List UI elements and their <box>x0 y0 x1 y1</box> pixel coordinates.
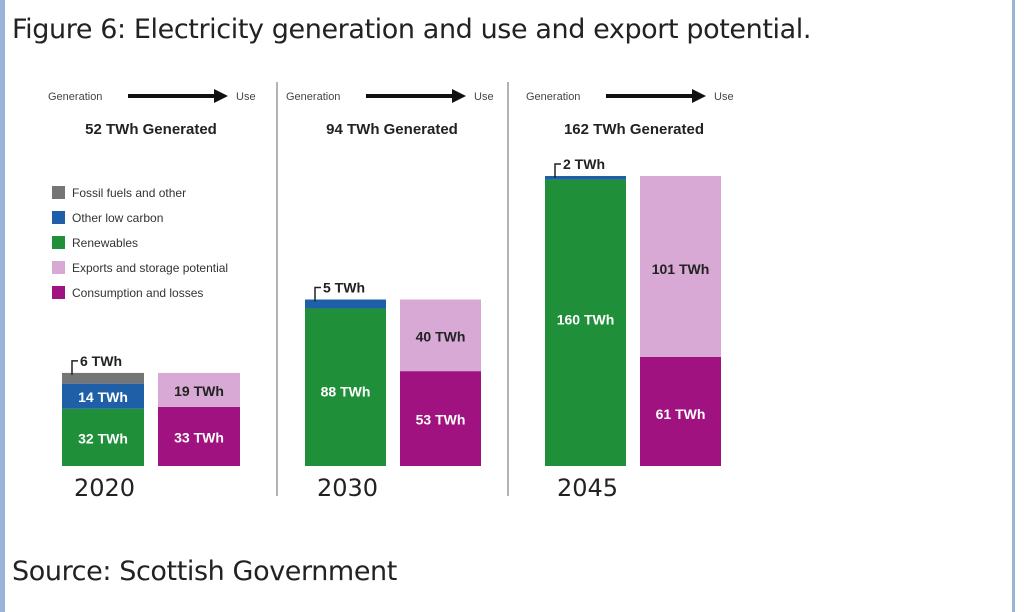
panel-headline: 52 TWh Generated <box>85 121 217 138</box>
data-label: 14 TWh <box>78 389 128 405</box>
legend-label: Other low carbon <box>72 211 163 225</box>
data-label: 88 TWh <box>321 383 371 399</box>
year-label: 2020 <box>74 474 135 502</box>
data-label: 53 TWh <box>416 412 466 428</box>
legend-label: Exports and storage potential <box>72 261 228 275</box>
data-label: 160 TWh <box>557 312 615 328</box>
flow-generation-label: Generation <box>48 91 102 103</box>
data-label: 32 TWh <box>78 430 128 446</box>
flow-use-label: Use <box>714 91 734 103</box>
figure-source: Source: Scottish Government <box>12 556 397 587</box>
panel-headline: 94 TWh Generated <box>326 121 458 138</box>
legend-swatch <box>52 211 65 224</box>
energy-chart: Generation Use Generation Use Generation Use 5… <box>0 0 1024 612</box>
panel-headline: 162 TWh Generated <box>564 121 704 138</box>
data-label: 2 TWh <box>563 156 605 172</box>
year-label: 2045 <box>557 474 618 502</box>
legend-label: Renewables <box>72 236 138 250</box>
flow-generation-label: Generation <box>526 91 580 103</box>
flow-use-label: Use <box>236 91 256 103</box>
legend-label: Fossil fuels and other <box>72 186 186 200</box>
data-label: 40 TWh <box>416 328 466 344</box>
legend-swatch <box>52 186 65 199</box>
year-label: 2030 <box>317 474 378 502</box>
data-label: 19 TWh <box>174 383 224 399</box>
flow-generation-label: Generation <box>286 91 340 103</box>
data-label: 101 TWh <box>652 261 710 277</box>
data-label: 33 TWh <box>174 429 224 445</box>
legend-swatch <box>52 261 65 274</box>
data-label: 61 TWh <box>656 406 706 422</box>
legend-swatch <box>52 236 65 249</box>
data-label: 5 TWh <box>323 280 365 296</box>
flow-use-label: Use <box>474 91 494 103</box>
generation-bar-low_carbon <box>305 300 386 309</box>
legend-label: Consumption and losses <box>72 286 203 300</box>
generation-bar-fossil <box>62 373 144 384</box>
data-label: 6 TWh <box>80 353 122 369</box>
generation-bar-low_carbon <box>545 176 626 180</box>
legend-swatch <box>52 286 65 299</box>
